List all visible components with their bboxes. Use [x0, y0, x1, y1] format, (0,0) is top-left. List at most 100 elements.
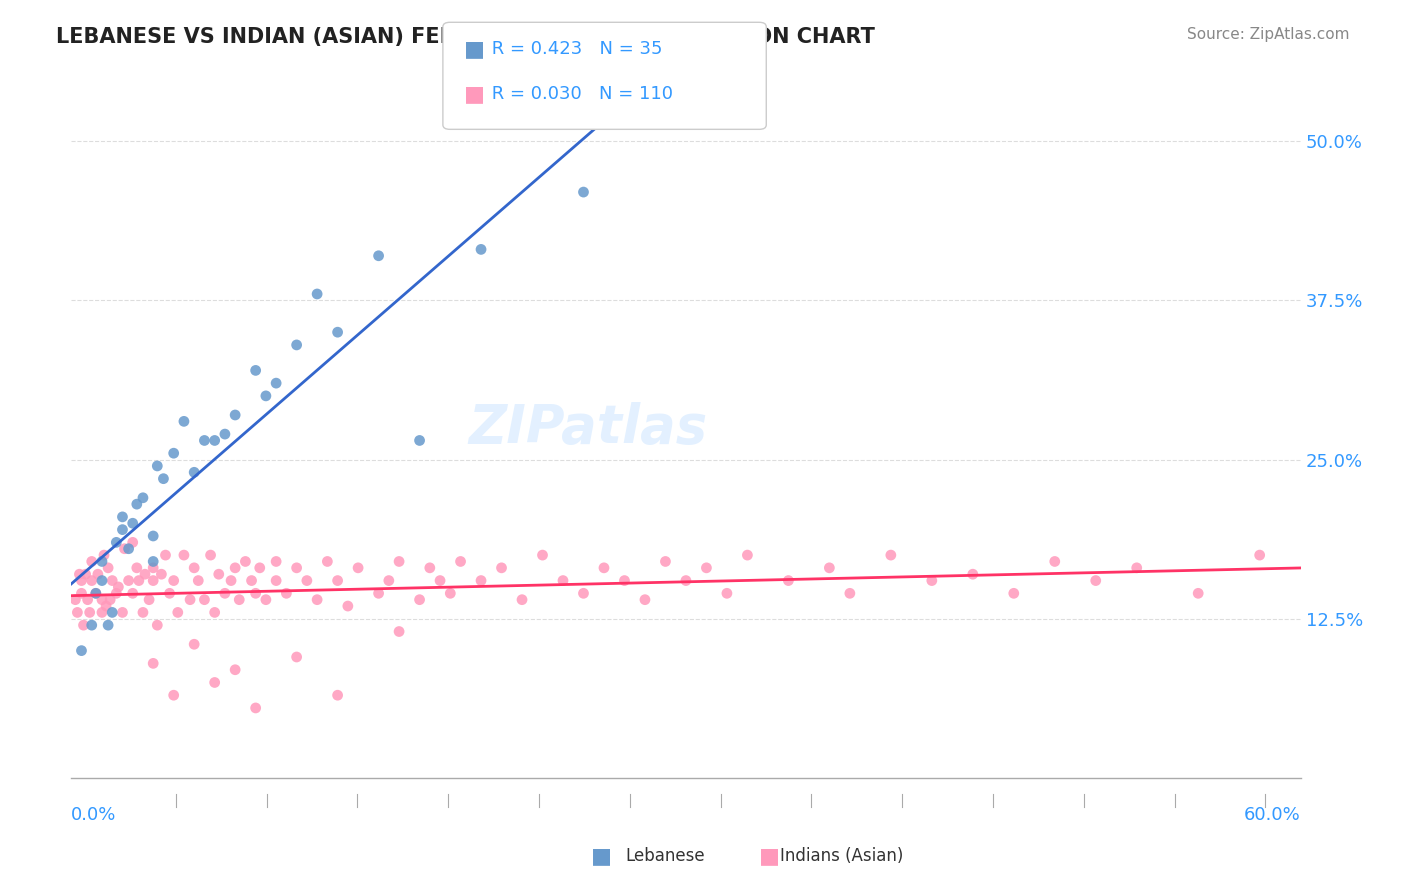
Point [105, 586, 128, 600]
Point [97, 561, 120, 575]
Point [613, 574, 636, 588]
Point [228, 592, 250, 607]
Point [388, 554, 411, 568]
Point [142, 554, 165, 568]
Point [214, 427, 236, 442]
Point [254, 592, 277, 607]
Point [1249, 548, 1271, 562]
Point [142, 561, 165, 575]
Point [84, 586, 107, 600]
Point [326, 574, 349, 588]
Point [91, 592, 114, 607]
Point [264, 376, 287, 391]
Point [134, 567, 156, 582]
Point [70, 643, 93, 657]
Point [152, 472, 174, 486]
Point [94, 599, 117, 613]
Point [111, 523, 134, 537]
Point [285, 338, 308, 352]
Point [128, 574, 150, 588]
Point [132, 491, 155, 505]
Point [91, 574, 114, 588]
Point [117, 574, 139, 588]
Point [572, 586, 595, 600]
Point [326, 325, 349, 339]
Point [551, 574, 574, 588]
Point [70, 574, 93, 588]
Point [87, 567, 110, 582]
Point [439, 586, 461, 600]
Point [98, 592, 121, 607]
Point [378, 574, 401, 588]
Point [962, 567, 984, 582]
Text: Source: ZipAtlas.com: Source: ZipAtlas.com [1187, 27, 1350, 42]
Point [531, 548, 554, 562]
Point [204, 434, 226, 448]
Point [146, 618, 169, 632]
Point [91, 554, 114, 568]
Point [75, 567, 97, 582]
Point [163, 446, 186, 460]
Point [1084, 574, 1107, 588]
Text: ■: ■ [591, 847, 612, 866]
Point [245, 701, 267, 715]
Point [166, 606, 188, 620]
Point [295, 574, 318, 588]
Point [419, 561, 441, 575]
Point [84, 586, 107, 600]
Point [183, 561, 205, 575]
Point [67, 567, 90, 582]
Point [254, 389, 277, 403]
Point [818, 561, 841, 575]
Point [80, 618, 103, 632]
Point [125, 561, 148, 575]
Point [173, 548, 195, 562]
Point [70, 586, 93, 600]
Point [388, 624, 411, 639]
Point [111, 606, 134, 620]
Point [347, 561, 370, 575]
Text: ■: ■ [759, 847, 780, 866]
Point [121, 586, 143, 600]
Point [66, 606, 89, 620]
Point [1187, 586, 1209, 600]
Point [204, 606, 226, 620]
Point [1125, 561, 1147, 575]
Text: ■: ■ [464, 84, 485, 103]
Point [204, 675, 226, 690]
Point [245, 586, 267, 600]
Point [200, 548, 222, 562]
Point [675, 574, 697, 588]
Point [183, 465, 205, 479]
Point [224, 663, 246, 677]
Point [245, 363, 267, 377]
Point [1002, 586, 1025, 600]
Point [125, 497, 148, 511]
Point [101, 574, 124, 588]
Point [336, 599, 359, 613]
Point [408, 434, 430, 448]
Point [285, 650, 308, 665]
Point [146, 458, 169, 473]
Point [408, 592, 430, 607]
Point [510, 592, 533, 607]
Point [695, 561, 717, 575]
Point [72, 618, 94, 632]
Point [187, 574, 209, 588]
Text: LEBANESE VS INDIAN (ASIAN) FEMALE POVERTY CORRELATION CHART: LEBANESE VS INDIAN (ASIAN) FEMALE POVERT… [56, 27, 875, 46]
Point [183, 637, 205, 651]
Text: ZIPatlas: ZIPatlas [468, 401, 707, 454]
Point [264, 574, 287, 588]
Point [326, 688, 349, 702]
Point [132, 606, 155, 620]
Point [276, 586, 298, 600]
Point [224, 561, 246, 575]
Point [593, 561, 616, 575]
Point [307, 592, 329, 607]
Point [159, 586, 181, 600]
Point [142, 529, 165, 543]
Point [163, 574, 186, 588]
Point [91, 606, 114, 620]
Text: Indians (Asian): Indians (Asian) [780, 847, 904, 865]
Point [101, 606, 124, 620]
